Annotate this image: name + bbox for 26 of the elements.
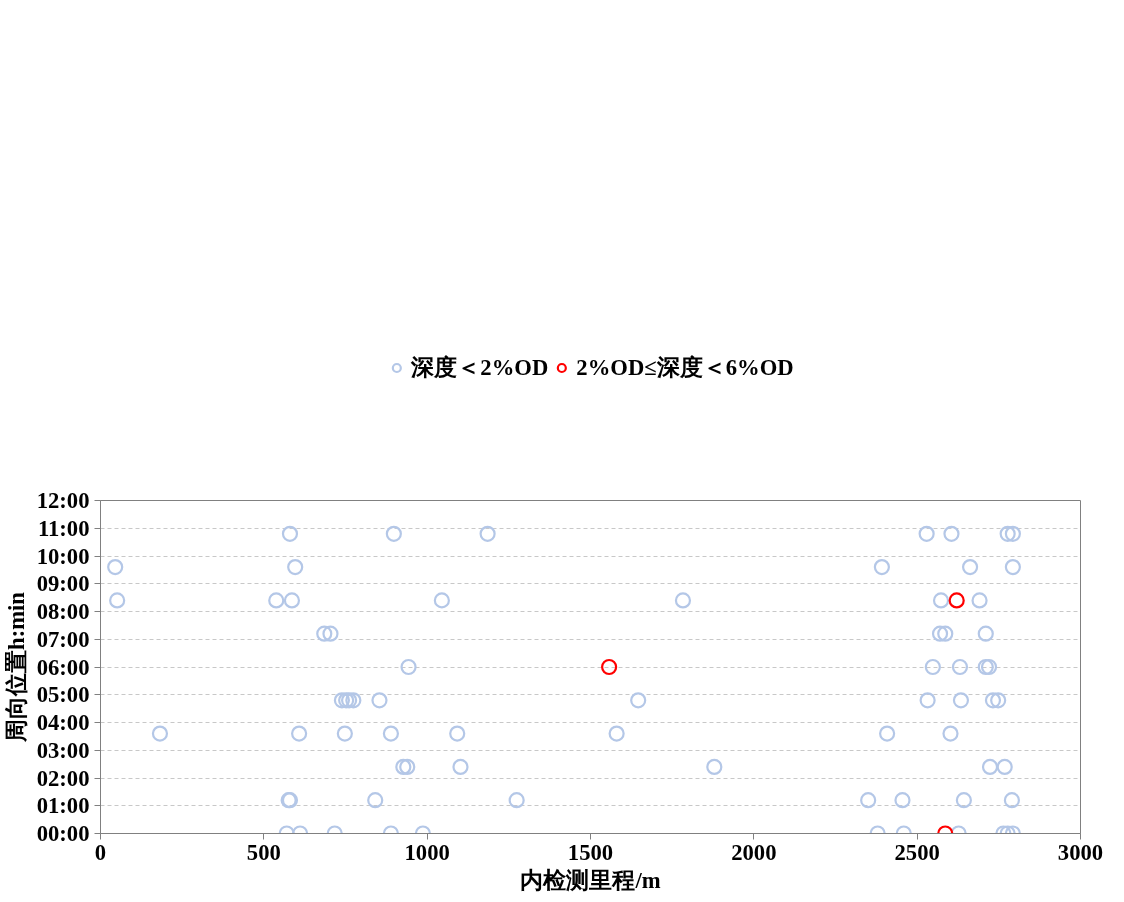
x-tick-label: 0 bbox=[94, 839, 107, 865]
y-tick-label: 00:00 bbox=[36, 821, 90, 846]
x-tick-label: 2500 bbox=[894, 839, 940, 865]
x-tick-label: 2000 bbox=[731, 839, 777, 865]
y-tick-label: 02:00 bbox=[36, 765, 90, 791]
x-axis-title: 内检测里程/m bbox=[520, 867, 661, 893]
y-tick-label: 10:00 bbox=[36, 543, 90, 569]
y-tick-label: 03:00 bbox=[36, 737, 90, 763]
y-tick-label: 06:00 bbox=[36, 654, 90, 680]
point bbox=[601, 658, 618, 676]
x-tick-label: 500 bbox=[246, 839, 281, 865]
legend-label: 深度＜2%OD bbox=[411, 353, 549, 382]
x-tick-label: 3000 bbox=[1057, 839, 1104, 865]
y-tick-label: 11:00 bbox=[37, 515, 90, 541]
x-tick-label: 1000 bbox=[404, 839, 450, 865]
y-tick-label: 04:00 bbox=[36, 710, 90, 735]
legend-label: 2%OD≤深度＜6%OD bbox=[576, 353, 794, 382]
y-tick-label: 07:00 bbox=[36, 626, 90, 652]
y-tick-label: 05:00 bbox=[36, 682, 90, 708]
y-tick-label: 01:00 bbox=[36, 793, 90, 819]
x-tick-label: 1500 bbox=[567, 839, 614, 865]
y-axis-title: 周向位置h:min bbox=[3, 591, 29, 743]
point bbox=[948, 592, 965, 609]
y-tick-label: 12:00 bbox=[36, 488, 90, 513]
y-tick-label: 08:00 bbox=[36, 599, 90, 624]
y-tick-label: 09:00 bbox=[36, 571, 90, 597]
